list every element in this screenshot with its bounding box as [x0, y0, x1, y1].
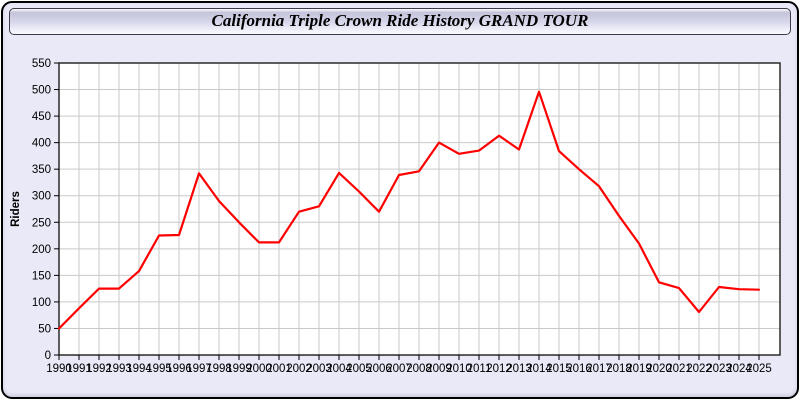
x-tick-label: 1998: [206, 363, 232, 375]
x-tick-label: 2011: [467, 363, 492, 375]
chart-canvas: 0501001502002503003504004505005501990199…: [10, 58, 781, 375]
y-axis-label: Riders: [10, 191, 22, 227]
y-tick-label: 100: [32, 297, 51, 309]
y-tick-label: 200: [32, 244, 51, 256]
y-tick-label: 150: [32, 270, 51, 282]
x-tick-label: 1993: [106, 363, 132, 375]
x-tick-label: 2004: [326, 363, 352, 375]
x-tick-label: 2018: [606, 363, 632, 375]
x-tick-label: 1990: [46, 363, 72, 375]
x-tick-label: 1994: [126, 363, 152, 375]
page-title: California Triple Crown Ride History GRA…: [211, 11, 589, 30]
y-tick-label: 300: [32, 191, 51, 203]
x-tick-label: 2024: [726, 363, 752, 375]
x-tick-label: 2017: [586, 363, 612, 375]
x-tick-label: 2022: [686, 363, 712, 375]
x-tick-label: 2001: [266, 363, 292, 375]
y-tick-label: 0: [45, 350, 51, 362]
x-tick-label: 1995: [146, 363, 172, 375]
y-tick-label: 450: [32, 111, 51, 123]
x-tick-label: 2003: [306, 363, 332, 375]
x-tick-label: 2014: [526, 363, 552, 375]
x-tick-label: 2008: [406, 363, 432, 375]
x-tick-label: 2000: [246, 363, 272, 375]
x-tick-label: 2023: [706, 363, 732, 375]
x-tick-label: 2015: [546, 363, 572, 375]
x-tick-label: 1996: [166, 363, 192, 375]
x-tick-label: 2013: [506, 363, 532, 375]
x-tick-label: 2005: [346, 363, 372, 375]
title-bar: California Triple Crown Ride History GRA…: [9, 8, 791, 35]
y-tick-label: 50: [38, 323, 51, 335]
x-tick-label: 2025: [746, 363, 772, 375]
x-tick-label: 2007: [386, 363, 412, 375]
x-tick-label: 1992: [86, 363, 112, 375]
x-tick-label: 1991: [66, 363, 92, 375]
x-tick-label: 2002: [286, 363, 312, 375]
x-tick-label: 2009: [426, 363, 452, 375]
y-tick-label: 400: [32, 138, 51, 150]
x-tick-label: 1997: [186, 363, 212, 375]
y-tick-label: 550: [32, 58, 51, 70]
x-tick-label: 1999: [226, 363, 252, 375]
x-tick-label: 2021: [666, 363, 692, 375]
x-tick-label: 2016: [566, 363, 592, 375]
ride-history-line: [57, 90, 761, 330]
y-tick-label: 250: [32, 217, 51, 229]
x-tick-label: 2019: [626, 363, 652, 375]
x-tick-label: 2020: [646, 363, 672, 375]
y-tick-label: 350: [32, 164, 51, 176]
x-tick-label: 2006: [366, 363, 392, 375]
y-tick-label: 500: [32, 85, 51, 97]
x-tick-label: 2010: [446, 363, 472, 375]
x-tick-label: 2012: [486, 363, 512, 375]
